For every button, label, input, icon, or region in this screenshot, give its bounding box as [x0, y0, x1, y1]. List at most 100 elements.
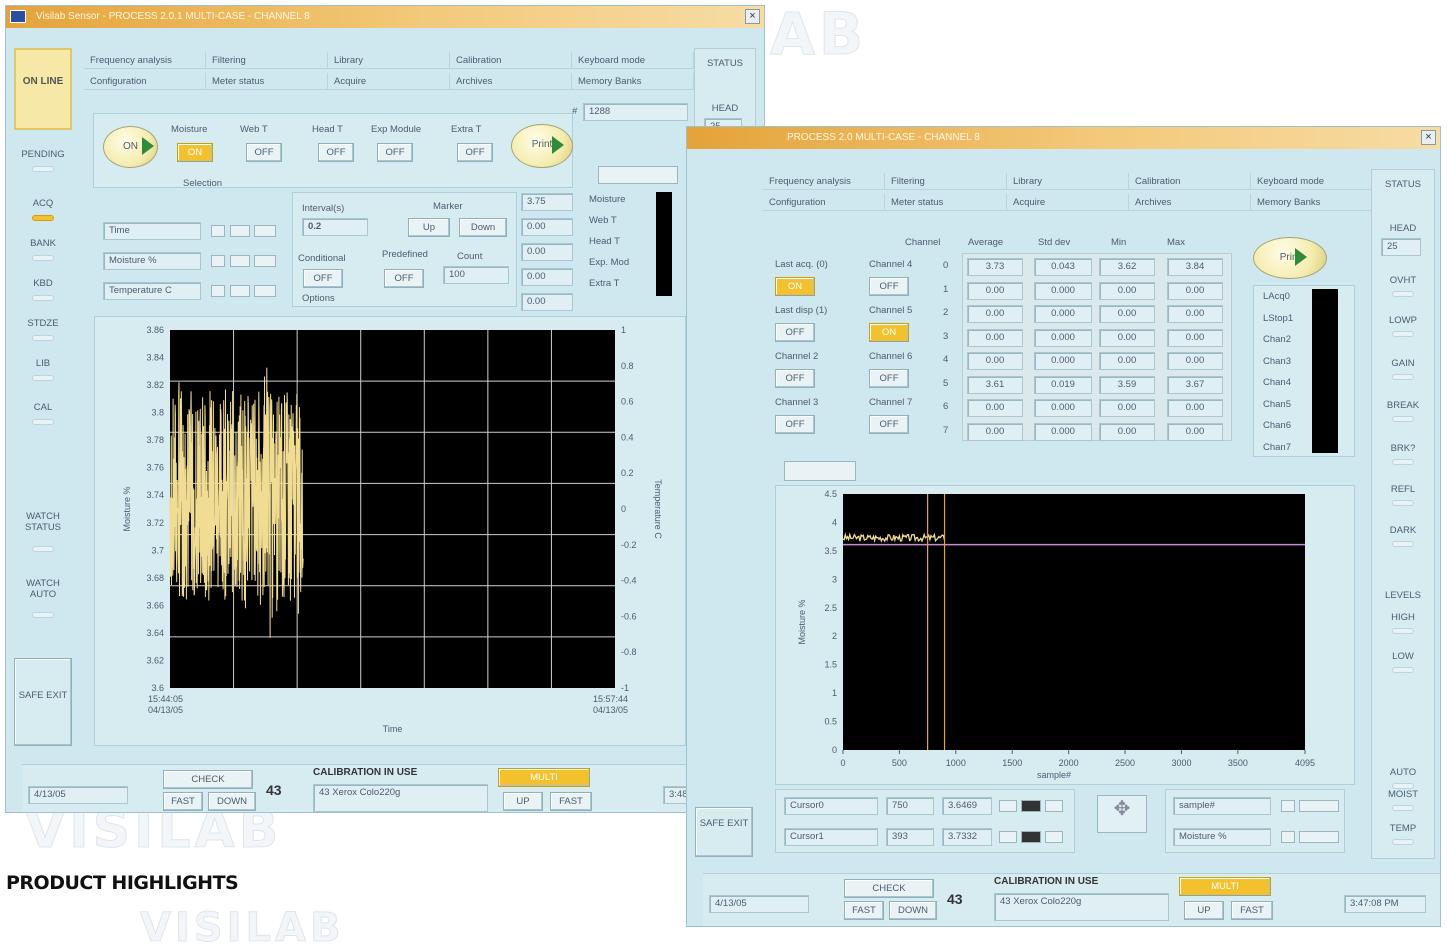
cursor-style-icon-1[interactable] — [230, 255, 250, 267]
cursor-style-icon2-1[interactable] — [1021, 831, 1041, 843]
tab-configuration[interactable]: Configuration — [84, 73, 206, 90]
axis-format-icon-1[interactable] — [1299, 831, 1339, 843]
tab-calibration[interactable]: Calibration — [450, 52, 572, 69]
marker-up-button[interactable]: Up — [408, 218, 450, 237]
window-title: Visilab Sensor - PROCESS 2.0.1 MULTI-CAS… — [36, 11, 310, 22]
mid-channel-button-0[interactable]: OFF — [869, 277, 909, 296]
tab-acquire[interactable]: Acquire — [328, 73, 450, 90]
table-cell-0-2: 0.043 — [1034, 258, 1092, 276]
tab-filtering[interactable]: Filtering — [885, 173, 1007, 190]
tab-configuration[interactable]: Configuration — [763, 194, 885, 211]
cursor-lock-icon2-1[interactable] — [1045, 831, 1063, 843]
table-cell-0-1: 3.73 — [967, 258, 1023, 276]
legend-item-2: Head T — [589, 236, 620, 247]
tab-meter-status[interactable]: Meter status — [885, 194, 1007, 211]
up-button[interactable]: UP — [1184, 901, 1224, 920]
tab-keyboard-mode[interactable]: Keyboard mode — [572, 52, 694, 69]
mid-channel-button-1[interactable]: ON — [869, 323, 909, 342]
tab-keyboard-mode[interactable]: Keyboard mode — [1251, 173, 1373, 190]
table-cell-1-1: 0.00 — [967, 281, 1023, 300]
table-cell-4-2: 0.000 — [1034, 352, 1092, 370]
x2-tick-5: 2500 — [1115, 758, 1135, 768]
status-moist: MOIST — [1387, 789, 1419, 800]
axis-lock-icon-0[interactable] — [1281, 800, 1295, 812]
cursor-format-icon-0[interactable] — [254, 225, 276, 237]
multi-button[interactable]: MULTI — [498, 768, 590, 787]
predefined-button[interactable]: OFF — [384, 269, 424, 288]
table-cell-6-1: 0.00 — [967, 399, 1023, 417]
tab-memory-banks[interactable]: Memory Banks — [572, 73, 694, 90]
cursor-format-icon-1[interactable] — [254, 255, 276, 267]
selection-switch-4[interactable]: OFF — [457, 143, 493, 162]
table-cell-3-4: 0.00 — [1167, 328, 1223, 347]
fast-back-button[interactable]: FAST — [844, 901, 884, 920]
online-button[interactable]: ON LINE — [14, 48, 72, 130]
title-bar: Visilab Sensor - PROCESS 2.0.1 MULTI-CAS… — [6, 6, 764, 28]
safe-exit-button-2[interactable]: SAFE EXIT — [695, 807, 753, 857]
left-channel-button-1[interactable]: OFF — [775, 323, 815, 342]
selection-switch-1[interactable]: OFF — [246, 143, 282, 162]
selection-switch-3[interactable]: OFF — [377, 143, 413, 162]
fast-forward-button[interactable]: FAST — [1231, 901, 1273, 920]
cursor-move-icon-1[interactable] — [999, 831, 1017, 843]
tab-acquire[interactable]: Acquire — [1007, 194, 1129, 211]
tab-library[interactable]: Library — [1007, 173, 1129, 190]
interval-input[interactable]: 0.2 — [302, 218, 368, 236]
conditional-button[interactable]: OFF — [303, 269, 343, 288]
safe-exit-button[interactable]: SAFE EXIT — [14, 658, 72, 746]
cursor-row-1: Moisture % — [103, 252, 201, 270]
check-button[interactable]: CHECK — [844, 879, 934, 898]
calibration-value: 43 Xerox Colo220g — [313, 784, 488, 812]
cursor-lock-icon2-0[interactable] — [1045, 800, 1063, 812]
cursor-move-icon-0[interactable] — [999, 800, 1017, 812]
predefined-label: Predefined — [382, 249, 428, 260]
table-cell-6-4: 0.00 — [1167, 399, 1223, 417]
cursor-style-icon2-0[interactable] — [1021, 800, 1041, 812]
tab-frequency-analysis[interactable]: Frequency analysis — [84, 52, 206, 69]
tab-frequency-analysis[interactable]: Frequency analysis — [763, 173, 885, 190]
left-channel-button-0[interactable]: ON — [775, 277, 815, 296]
mid-channel-button-2[interactable]: OFF — [869, 369, 909, 388]
cursor-lock-icon-2[interactable] — [211, 285, 225, 297]
selection-switch-0[interactable]: ON — [177, 143, 213, 162]
left-channel-button-2[interactable]: OFF — [775, 369, 815, 388]
print-button-2[interactable]: Print — [1253, 237, 1327, 279]
watch-status-label: WATCH STATUS — [24, 511, 62, 533]
cursor-style-icon-2[interactable] — [230, 285, 250, 297]
marker-down-button[interactable]: Down — [459, 218, 507, 237]
down-button[interactable]: DOWN — [208, 792, 256, 811]
up-button[interactable]: UP — [503, 792, 543, 811]
cursor-format-icon-2[interactable] — [254, 285, 276, 297]
tab-memory-banks[interactable]: Memory Banks — [1251, 194, 1373, 211]
axis-format-icon-0[interactable] — [1299, 800, 1339, 812]
row-channel-1: 1 — [943, 283, 949, 295]
close-icon[interactable]: × — [745, 9, 760, 24]
graph-tools-icon-2[interactable] — [784, 461, 856, 481]
selection-switch-2[interactable]: OFF — [318, 143, 354, 162]
tab-calibration[interactable]: Calibration — [1129, 173, 1251, 190]
tab-library[interactable]: Library — [328, 52, 450, 69]
count-input[interactable]: 100 — [443, 266, 509, 284]
x-tick-1-0: 15:57:44 — [593, 694, 628, 704]
tab-archives[interactable]: Archives — [1129, 194, 1251, 211]
axis-lock-icon-1[interactable] — [1281, 831, 1295, 843]
down-button[interactable]: DOWN — [889, 901, 937, 920]
cursor-style-icon-0[interactable] — [230, 225, 250, 237]
legend-item-0: Moisture — [589, 194, 626, 205]
fast-forward-button[interactable]: FAST — [550, 792, 592, 811]
multi-button[interactable]: MULTI — [1179, 877, 1271, 896]
close-icon-2[interactable]: × — [1421, 130, 1436, 145]
cursor-lock-icon-1[interactable] — [211, 255, 225, 267]
graph-tools-icon[interactable] — [598, 166, 678, 184]
tab-archives[interactable]: Archives — [450, 73, 572, 90]
fast-back-button[interactable]: FAST — [163, 792, 203, 811]
tab-filtering[interactable]: Filtering — [206, 52, 328, 69]
cursor-lock-icon-0[interactable] — [211, 225, 225, 237]
status-title: STATUS — [706, 58, 744, 69]
left-channel-button-3[interactable]: OFF — [775, 415, 815, 434]
mid-channel-button-3[interactable]: OFF — [869, 415, 909, 434]
cursor-move-control[interactable]: ✥ — [1097, 795, 1147, 833]
table-header-4: Max — [1167, 237, 1185, 248]
check-button[interactable]: CHECK — [163, 770, 253, 789]
tab-meter-status[interactable]: Meter status — [206, 73, 328, 90]
